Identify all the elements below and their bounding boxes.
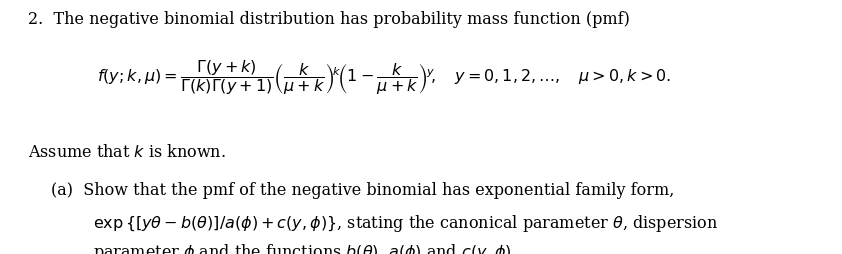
Text: $f(y;k,\mu) = \dfrac{\Gamma(y+k)}{\Gamma(k)\Gamma(y+1)}\left(\dfrac{k}{\mu+k}\ri: $f(y;k,\mu) = \dfrac{\Gamma(y+k)}{\Gamma… bbox=[97, 58, 671, 97]
Text: Assume that $k$ is known.: Assume that $k$ is known. bbox=[28, 144, 226, 161]
Text: (a)  Show that the pmf of the negative binomial has exponential family form,: (a) Show that the pmf of the negative bi… bbox=[51, 182, 674, 199]
Text: 2.  The negative binomial distribution has probability mass function (pmf): 2. The negative binomial distribution ha… bbox=[28, 11, 630, 28]
Text: parameter $\phi$ and the functions $b(\theta)$, $a(\phi)$ and $c(y,\phi)$.: parameter $\phi$ and the functions $b(\t… bbox=[93, 242, 516, 254]
Text: $\exp\{[y\theta - b(\theta)]/a(\phi) + c(y,\phi)\}$, stating the canonical param: $\exp\{[y\theta - b(\theta)]/a(\phi) + c… bbox=[93, 213, 717, 234]
